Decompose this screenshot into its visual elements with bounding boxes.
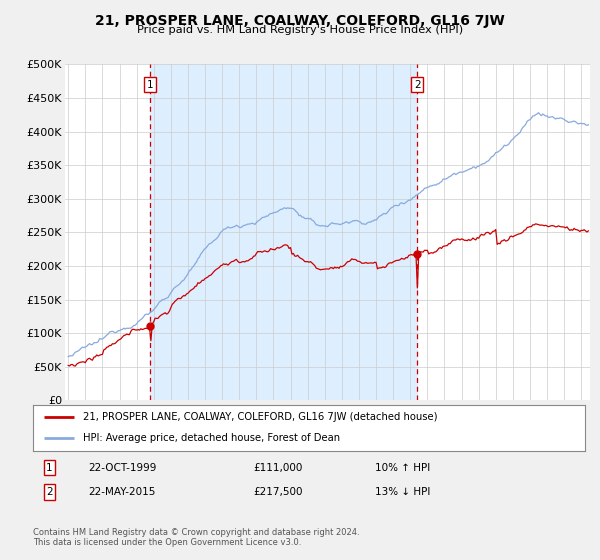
Text: 1: 1 <box>147 80 154 90</box>
Text: 22-OCT-1999: 22-OCT-1999 <box>88 463 157 473</box>
Text: 2: 2 <box>414 80 421 90</box>
Text: 21, PROSPER LANE, COALWAY, COLEFORD, GL16 7JW (detached house): 21, PROSPER LANE, COALWAY, COLEFORD, GL1… <box>83 412 437 422</box>
Text: HPI: Average price, detached house, Forest of Dean: HPI: Average price, detached house, Fore… <box>83 433 340 444</box>
Text: Price paid vs. HM Land Registry's House Price Index (HPI): Price paid vs. HM Land Registry's House … <box>137 25 463 35</box>
Text: Contains HM Land Registry data © Crown copyright and database right 2024.
This d: Contains HM Land Registry data © Crown c… <box>33 528 359 547</box>
Text: 1: 1 <box>46 463 53 473</box>
Bar <box>151 64 417 400</box>
Text: 22-MAY-2015: 22-MAY-2015 <box>88 487 155 497</box>
Text: 2: 2 <box>46 487 53 497</box>
Text: £111,000: £111,000 <box>254 463 303 473</box>
Text: 13% ↓ HPI: 13% ↓ HPI <box>375 487 431 497</box>
Text: £217,500: £217,500 <box>254 487 304 497</box>
Text: 10% ↑ HPI: 10% ↑ HPI <box>375 463 430 473</box>
Text: 21, PROSPER LANE, COALWAY, COLEFORD, GL16 7JW: 21, PROSPER LANE, COALWAY, COLEFORD, GL1… <box>95 14 505 28</box>
